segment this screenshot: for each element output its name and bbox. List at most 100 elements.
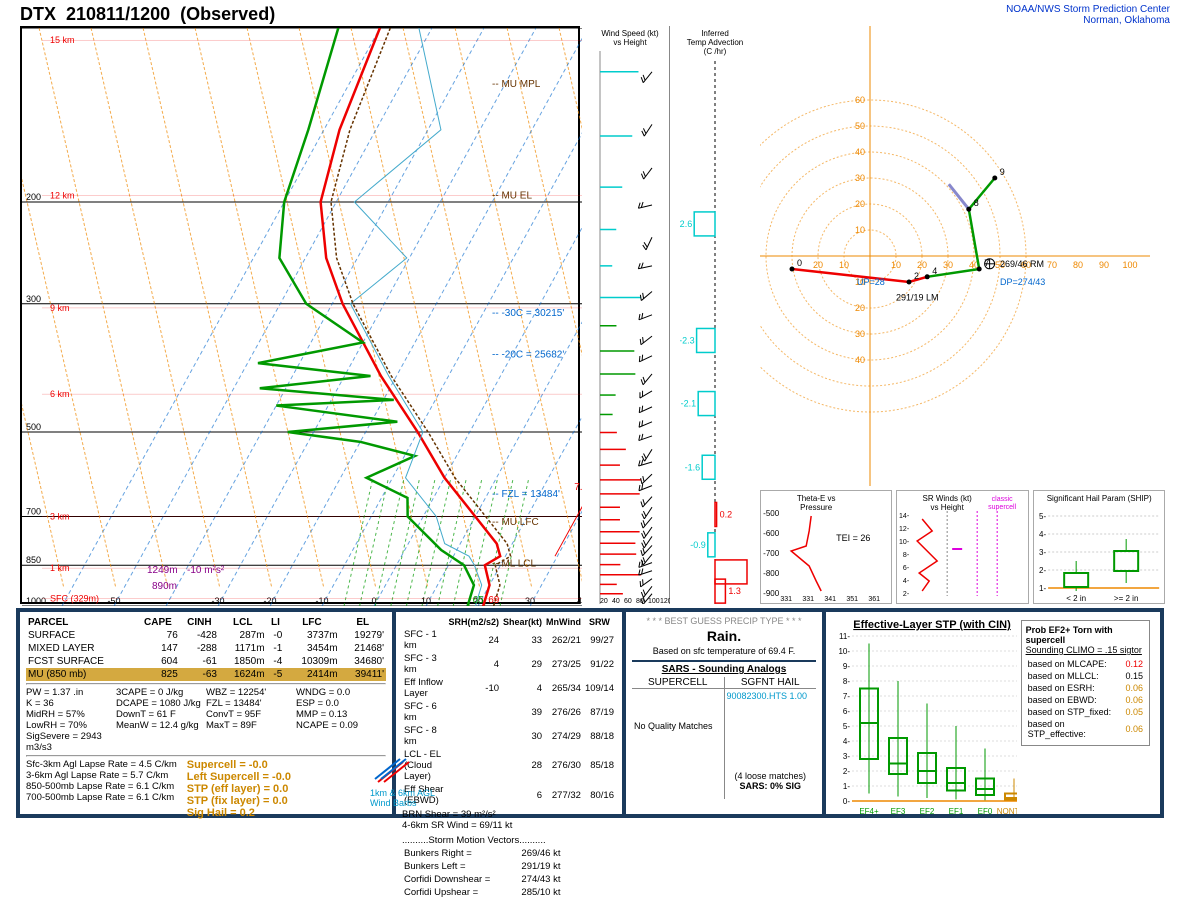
svg-text:< 2 in: < 2 in [1066, 594, 1086, 603]
svg-text:EF4+: EF4+ [859, 807, 879, 816]
svg-text:-0.9: -0.9 [690, 540, 706, 550]
svg-text:DP=274/43: DP=274/43 [1000, 277, 1045, 287]
svg-text:30: 30 [855, 173, 865, 183]
svg-text:1-: 1- [1039, 584, 1046, 593]
svg-text:-2.6: -2.6 [680, 219, 692, 229]
svg-text:40: 40 [855, 355, 865, 365]
credit: NOAA/NWS Storm Prediction Center Norman,… [1006, 4, 1170, 26]
page-title: DTX 210811/1200 (Observed) [20, 4, 275, 25]
svg-text:10-: 10- [899, 539, 910, 546]
svg-text:10: 10 [855, 225, 865, 235]
svg-text:30: 30 [525, 596, 535, 606]
svg-text:-30: -30 [211, 596, 224, 606]
svg-text:(C /hr): (C /hr) [704, 47, 727, 56]
hodograph: 2010102030405060708090100403020101020304… [760, 26, 1150, 486]
svg-text:69: 69 [488, 595, 500, 606]
svg-text:331: 331 [802, 596, 814, 603]
svg-text:-- MU EL: -- MU EL [492, 191, 532, 202]
svg-text:Inferred: Inferred [701, 29, 729, 38]
svg-text:20: 20 [855, 303, 865, 313]
svg-text:7.4 C/km: 7.4 C/km [574, 482, 582, 493]
svg-text:Effective-Layer STP (with CIN): Effective-Layer STP (with CIN) [853, 619, 1011, 631]
svg-text:10: 10 [421, 596, 431, 606]
srwinds-panel: SR Winds (kt)vs Heightclassicsupercell2-… [896, 490, 1028, 604]
svg-text:120: 120 [660, 598, 670, 604]
svg-text:331: 331 [780, 596, 792, 603]
mini-panels: Theta-E vsPressure-500-600-700-800-90033… [760, 490, 1165, 604]
svg-text:-50: -50 [107, 596, 120, 606]
advection-col: InferredTemp Advection(C /hr)-2.6-2.3-2.… [680, 26, 750, 604]
svg-text:Temp Advection: Temp Advection [687, 38, 743, 47]
stp-panel: Effective-Layer STP (with CIN)0-1-2-3-4-… [826, 612, 1160, 814]
svg-text:40: 40 [612, 598, 620, 604]
svg-text:vs Height: vs Height [613, 38, 647, 47]
svg-text:500: 500 [26, 422, 41, 432]
svg-text:EF2: EF2 [920, 807, 935, 816]
svg-text:3-: 3- [1039, 548, 1046, 557]
svg-text:20: 20 [855, 199, 865, 209]
svg-text:-- -20C = 25682': -- -20C = 25682' [492, 349, 564, 360]
svg-text:8-: 8- [903, 552, 910, 559]
svg-text:4-: 4- [903, 578, 910, 585]
svg-text:300: 300 [26, 294, 41, 304]
svg-text:EF0: EF0 [978, 807, 993, 816]
data-panels: PARCELCAPECINHLCLLILFCELSURFACE76-428287… [16, 608, 1164, 818]
svg-text:80: 80 [1073, 260, 1083, 270]
svg-text:TEI = 26: TEI = 26 [836, 533, 870, 543]
svg-text:Wind Speed (kt): Wind Speed (kt) [601, 29, 659, 38]
skewt-diagram: 1002003005007008501000-50-30-20-10010203… [20, 26, 580, 604]
svg-text:-600: -600 [763, 529, 780, 538]
svg-text:40: 40 [855, 147, 865, 157]
svg-text:341: 341 [824, 596, 836, 603]
precip-sars-panel: * * * BEST GUESS PRECIP TYPE * * * Rain.… [626, 612, 826, 814]
svg-text:classic: classic [992, 496, 1014, 503]
svg-text:-800: -800 [763, 569, 780, 578]
svg-text:1-: 1- [843, 782, 850, 791]
svg-text:5-: 5- [843, 722, 850, 731]
svg-text:Pressure: Pressure [800, 503, 833, 512]
svg-text:361: 361 [868, 596, 880, 603]
svg-text:Theta-E vs: Theta-E vs [797, 494, 836, 503]
svg-text:4: 4 [932, 266, 937, 276]
svg-text:200: 200 [26, 192, 41, 202]
svg-text:890m: 890m [152, 581, 177, 592]
ship-panel: Significant Hail Param (SHIP)1-2-3-4-5-<… [1033, 490, 1165, 604]
svg-text:5-: 5- [1039, 512, 1046, 521]
svg-text:12-: 12- [899, 526, 910, 533]
svg-text:-700: -700 [763, 549, 780, 558]
svg-text:8: 8 [974, 198, 979, 208]
svg-text:2-: 2- [1039, 566, 1046, 575]
svg-text:100: 100 [648, 598, 660, 604]
svg-text:EF3: EF3 [891, 807, 906, 816]
svg-text:14-: 14- [899, 513, 910, 520]
svg-text:-- -30C = 30215': -- -30C = 30215' [492, 308, 564, 319]
svg-text:4-: 4- [1039, 530, 1046, 539]
svg-text:1000: 1000 [26, 596, 46, 606]
svg-text:-- FZL = 13484': -- FZL = 13484' [492, 489, 560, 500]
svg-text:-1.6: -1.6 [685, 462, 701, 472]
svg-text:0.2: 0.2 [720, 509, 733, 519]
svg-text:supercell: supercell [988, 504, 1016, 511]
svg-text:60: 60 [624, 598, 632, 604]
svg-text:1249m: 1249m [147, 565, 178, 576]
svg-text:30: 30 [943, 260, 953, 270]
svg-text:20: 20 [600, 598, 608, 604]
wind-speed-col: Wind Speed (kt)vs Height20406080100120 [590, 26, 670, 604]
svg-text:-- ML LCL: -- ML LCL [492, 559, 537, 570]
svg-text:10: 10 [839, 260, 849, 270]
svg-text:0: 0 [797, 258, 802, 268]
svg-text:65: 65 [473, 595, 485, 606]
svg-text:10: 10 [891, 260, 901, 270]
svg-text:6-: 6- [843, 707, 850, 716]
svg-text:vs Height: vs Height [931, 503, 965, 512]
svg-text:NONTOR: NONTOR [997, 807, 1017, 816]
svg-text:30: 30 [855, 329, 865, 339]
svg-text:-10 m²s²: -10 m²s² [187, 565, 225, 576]
svg-text:8-: 8- [843, 677, 850, 686]
svg-text:EF1: EF1 [949, 807, 964, 816]
svg-text:9: 9 [1000, 167, 1005, 177]
svg-text:-500: -500 [763, 509, 780, 518]
svg-text:-20: -20 [263, 596, 276, 606]
svg-text:90: 90 [1099, 260, 1109, 270]
svg-text:UP=28: UP=28 [857, 277, 885, 287]
